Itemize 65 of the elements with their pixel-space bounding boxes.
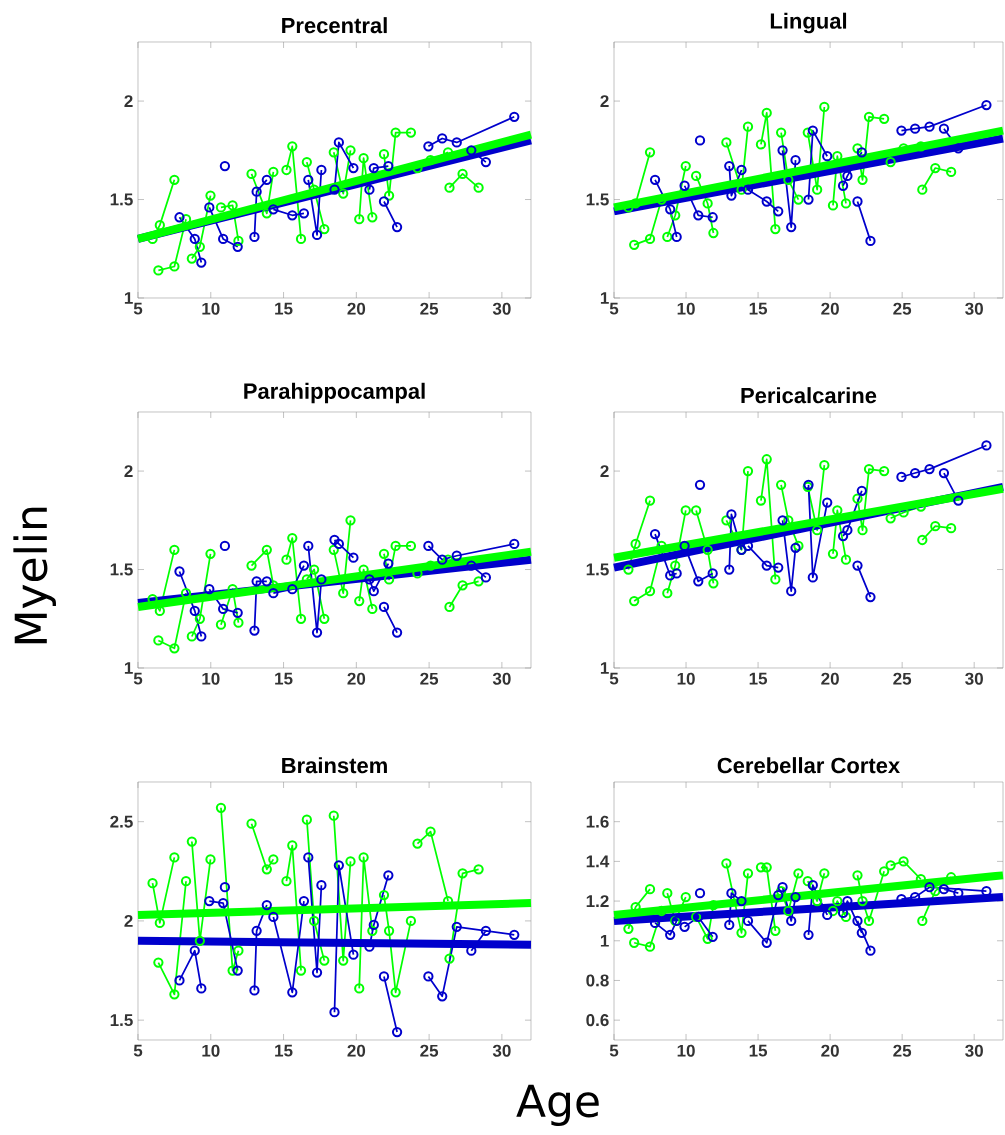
y-tick-label: 2 [600, 465, 609, 477]
x-tick-label: 15 [275, 672, 293, 685]
x-tick-label: 30 [965, 672, 983, 685]
x-tick-label: 25 [893, 1044, 912, 1057]
y-tick-label: 1.5 [110, 563, 133, 576]
chart-title: Pericalcarine [741, 387, 877, 404]
y-tick-label: 2 [600, 95, 609, 107]
y-tick-label: 1.5 [586, 563, 609, 576]
x-tick-label: 25 [420, 1044, 439, 1057]
x-tick-label: 5 [133, 672, 143, 685]
y-tick-label: 1.5 [110, 1014, 133, 1027]
x-tick-label: 30 [492, 672, 511, 685]
x-tick-label: 5 [609, 672, 619, 685]
x-tick-label: 30 [965, 302, 983, 315]
x-tick-label: 10 [202, 302, 220, 315]
x-tick-label: 10 [202, 1044, 220, 1057]
y-tick-label: 1 [600, 292, 609, 304]
y-tick-label: 1 [124, 292, 133, 304]
y-tick-label: 1 [124, 662, 133, 674]
x-tick-label: 25 [420, 672, 439, 685]
chart-title: Lingual [770, 12, 847, 34]
chart-title: Cerebellar Cortex [717, 757, 900, 774]
y-tick-label: 1.6 [586, 815, 609, 828]
y-tick-label: 1 [600, 934, 609, 947]
x-axis-title: Age [516, 1084, 599, 1126]
chart-title: Parahippocampal [244, 382, 425, 404]
x-tick-label: 20 [821, 672, 839, 685]
x-tick-label: 10 [677, 1044, 695, 1057]
y-tick-label: 2 [124, 465, 133, 477]
x-tick-label: 30 [965, 1044, 983, 1057]
y-tick-label: 1.5 [586, 193, 609, 206]
x-tick-label: 20 [821, 1044, 839, 1057]
y-tick-label: 1.4 [586, 855, 610, 868]
x-tick-label: 10 [677, 672, 695, 685]
x-tick-label: 10 [202, 672, 220, 685]
y-tick-label: 0.6 [586, 1014, 609, 1027]
chart-title: Brainstem [282, 757, 387, 774]
x-tick-label: 15 [275, 302, 293, 315]
x-tick-label: 25 [420, 302, 439, 315]
y-axis-title: Myelin [13, 507, 56, 644]
y-tick-label: 1.5 [110, 193, 133, 206]
x-tick-label: 5 [609, 1044, 619, 1057]
x-tick-label: 20 [347, 302, 366, 315]
y-tick-label: 2 [124, 914, 133, 927]
x-tick-label: 5 [133, 1044, 143, 1057]
x-tick-label: 20 [821, 302, 839, 315]
x-tick-label: 30 [492, 302, 511, 315]
y-tick-label: 1.2 [586, 895, 609, 908]
y-tick-label: 1 [600, 662, 609, 674]
x-tick-label: 15 [749, 672, 768, 685]
x-tick-label: 5 [609, 302, 619, 315]
y-tick-label: 0.8 [586, 974, 609, 987]
x-tick-label: 20 [347, 1044, 366, 1057]
chart-title: Precentral [282, 17, 387, 34]
x-tick-label: 30 [492, 1044, 511, 1057]
x-tick-label: 15 [275, 1044, 293, 1057]
x-tick-label: 10 [677, 302, 695, 315]
x-tick-label: 25 [893, 672, 912, 685]
y-tick-label: 2.5 [110, 815, 133, 828]
x-tick-label: 25 [893, 302, 912, 315]
x-tick-label: 20 [347, 672, 366, 685]
y-tick-label: 2 [124, 95, 133, 107]
x-tick-label: 15 [749, 302, 768, 315]
x-tick-label: 15 [749, 1044, 768, 1057]
x-tick-label: 5 [133, 302, 143, 315]
